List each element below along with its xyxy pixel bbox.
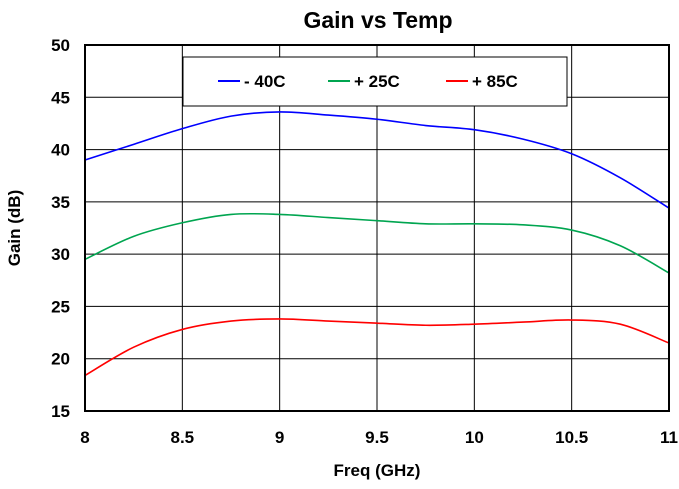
y-tick-label: 40 [51,141,70,160]
legend-box [182,56,568,107]
x-tick-labels: 8 8.5 9 9.5 10 10.5 11 [80,428,678,447]
y-tick-label: 15 [51,402,70,421]
series-line-1 [84,111,670,209]
legend-label: - 40C [244,72,286,91]
legend-label: + 25C [354,72,400,91]
y-tick-label: 30 [51,245,70,264]
y-tick-label: 45 [51,88,70,107]
series-lines [84,111,670,377]
x-tick-label: 10.5 [555,428,588,447]
x-tick-label: 9.5 [365,428,389,447]
y-axis-label: Gain (dB) [5,190,24,267]
x-tick-label: 9 [275,428,284,447]
y-tick-label: 35 [51,193,70,212]
y-tick-labels: 15 20 25 30 35 40 45 50 [51,36,70,421]
y-tick-label: 50 [51,36,70,55]
x-tick-label: 8 [80,428,89,447]
x-axis-label: Freq (GHz) [334,461,421,480]
series-line-3 [84,318,670,377]
chart-title: Gain vs Temp [303,7,452,33]
y-tick-label: 20 [51,350,70,369]
y-tick-label: 25 [51,297,70,316]
legend: - 40C + 25C + 85C [182,56,568,107]
x-tick-label: 10 [465,428,484,447]
plot-frame [84,44,670,412]
x-tick-label: 11 [660,428,678,447]
legend-label: + 85C [472,72,518,91]
x-tick-label: 8.5 [171,428,195,447]
series-line-2 [84,212,670,274]
